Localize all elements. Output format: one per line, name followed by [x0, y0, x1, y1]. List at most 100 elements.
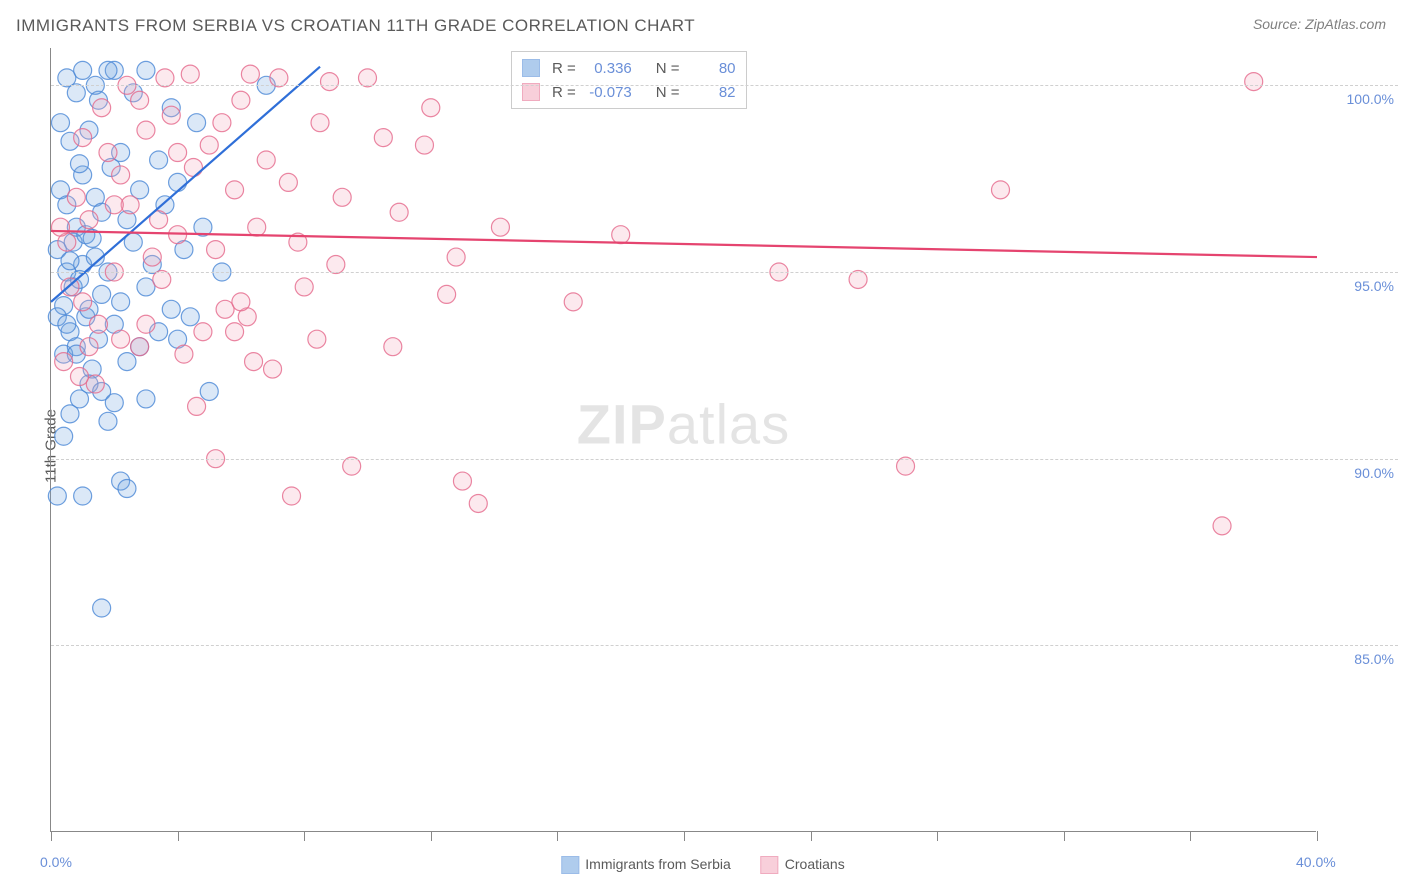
x-tick [431, 831, 432, 841]
legend-swatch [522, 59, 540, 77]
x-tick [684, 831, 685, 841]
data-point [245, 353, 263, 371]
legend-series-name: Croatians [785, 856, 845, 872]
data-point [188, 397, 206, 415]
data-point [156, 69, 174, 87]
data-point [257, 151, 275, 169]
data-point [112, 330, 130, 348]
data-point [491, 218, 509, 236]
data-point [264, 360, 282, 378]
data-point [992, 181, 1010, 199]
y-tick-label: 100.0% [1347, 91, 1394, 107]
data-point [48, 487, 66, 505]
x-tick [51, 831, 52, 841]
data-point [213, 114, 231, 132]
data-point [93, 99, 111, 117]
data-point [384, 338, 402, 356]
data-point [1213, 517, 1231, 535]
data-point [112, 293, 130, 311]
data-point [143, 248, 161, 266]
data-point [137, 121, 155, 139]
data-point [74, 487, 92, 505]
y-tick-label: 90.0% [1354, 465, 1394, 481]
legend-item: Croatians [761, 856, 845, 874]
data-point [1245, 73, 1263, 91]
data-point [74, 61, 92, 79]
correlation-legend: R = 0.336 N = 80 R =-0.073N =82 [511, 51, 747, 109]
legend-r-value: 0.336 [582, 60, 632, 77]
data-point [248, 218, 266, 236]
data-point [453, 472, 471, 490]
data-point [51, 114, 69, 132]
data-point [359, 69, 377, 87]
gridline [51, 272, 1398, 273]
data-point [438, 285, 456, 303]
data-point [308, 330, 326, 348]
data-point [169, 144, 187, 162]
data-point [327, 256, 345, 274]
data-point [137, 390, 155, 408]
legend-n-label: N = [656, 60, 680, 77]
y-tick-label: 95.0% [1354, 278, 1394, 294]
data-point [241, 65, 259, 83]
data-point [99, 144, 117, 162]
data-point [112, 166, 130, 184]
x-tick-label-max: 40.0% [1296, 854, 1336, 870]
series-legend: Immigrants from Serbia Croatians [561, 856, 844, 874]
data-point [295, 278, 313, 296]
data-point [390, 203, 408, 221]
legend-swatch [761, 856, 779, 874]
x-tick [1064, 831, 1065, 841]
data-point [51, 218, 69, 236]
data-point [118, 353, 136, 371]
legend-r-label: R = [552, 60, 576, 77]
data-point [93, 599, 111, 617]
gridline [51, 645, 1398, 646]
data-point [74, 293, 92, 311]
legend-stat-row: R =-0.073N =82 [522, 80, 736, 104]
data-point [283, 487, 301, 505]
legend-series-name: Immigrants from Serbia [585, 856, 730, 872]
data-point [162, 106, 180, 124]
data-point [321, 73, 339, 91]
data-point [279, 173, 297, 191]
data-point [200, 382, 218, 400]
x-tick [937, 831, 938, 841]
trendline [51, 231, 1317, 257]
data-point [447, 248, 465, 266]
data-point [80, 211, 98, 229]
data-point [226, 323, 244, 341]
legend-n-value: 80 [686, 60, 736, 77]
data-point [74, 129, 92, 147]
data-point [415, 136, 433, 154]
x-tick [1190, 831, 1191, 841]
x-tick [304, 831, 305, 841]
data-point [612, 226, 630, 244]
data-point [55, 427, 73, 445]
chart-title: IMMIGRANTS FROM SERBIA VS CROATIAN 11TH … [16, 16, 695, 36]
data-point [181, 308, 199, 326]
data-point [61, 405, 79, 423]
data-point [897, 457, 915, 475]
data-point [67, 84, 85, 102]
data-point [200, 136, 218, 154]
x-tick-label-min: 0.0% [40, 854, 72, 870]
data-point [99, 412, 117, 430]
data-point [849, 270, 867, 288]
data-point [469, 494, 487, 512]
data-point [333, 188, 351, 206]
x-tick [811, 831, 812, 841]
data-point [188, 114, 206, 132]
gridline [51, 459, 1398, 460]
data-point [150, 151, 168, 169]
data-point [207, 241, 225, 259]
data-point [162, 300, 180, 318]
data-point [137, 61, 155, 79]
data-point [55, 353, 73, 371]
x-tick [178, 831, 179, 841]
data-point [311, 114, 329, 132]
data-point [118, 480, 136, 498]
x-tick [557, 831, 558, 841]
data-point [80, 338, 98, 356]
data-point [232, 91, 250, 109]
